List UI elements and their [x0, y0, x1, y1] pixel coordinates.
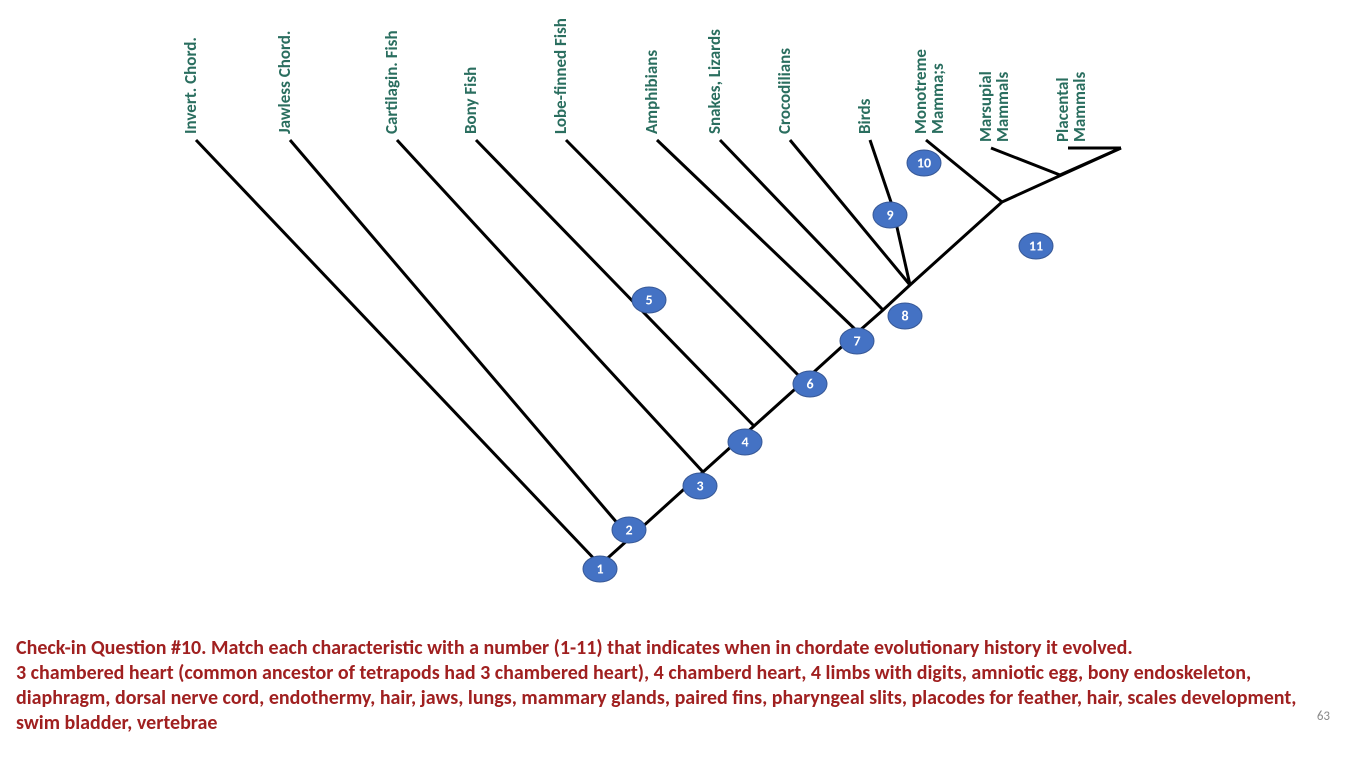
node-label-10: 10: [917, 154, 931, 171]
svg-text:Snakes, Lizards: Snakes, Lizards: [704, 29, 725, 134]
svg-text:Crocodilians: Crocodilians: [774, 48, 795, 134]
node-label-4: 4: [741, 433, 748, 450]
tip-label-6: Snakes, Lizards: [704, 29, 725, 134]
tip-label-1: Jawless Chord.: [274, 31, 295, 134]
tip-label-4: Lobe-finned Fish: [550, 18, 571, 134]
sub-branch: [1060, 148, 1121, 175]
node-label-6: 6: [806, 375, 813, 392]
node-label-8: 8: [901, 307, 908, 324]
node-label-7: 7: [853, 332, 860, 349]
branch: [657, 140, 858, 332]
tip-label-7: Crocodilians: [774, 48, 795, 134]
svg-text:Mammals: Mammals: [1069, 72, 1090, 142]
question-line-2: 3 chambered heart (common ancestor of te…: [16, 661, 1296, 735]
branch: [870, 140, 892, 205]
branch: [476, 140, 754, 426]
node-label-2: 2: [625, 521, 632, 538]
branch: [991, 148, 1060, 175]
svg-text:Cartilagin. Fish: Cartilagin. Fish: [381, 30, 402, 134]
svg-text:Bony Fish: Bony Fish: [460, 67, 481, 134]
svg-text:Mamma;s: Mamma;s: [927, 63, 948, 134]
node-label-3: 3: [696, 477, 703, 494]
node-label-11: 11: [1029, 237, 1043, 254]
tip-label-3: Bony Fish: [460, 67, 481, 134]
svg-text:Lobe-finned Fish: Lobe-finned Fish: [550, 18, 571, 134]
tip-label-11: PlacentalMammals: [1052, 72, 1090, 142]
tip-label-8: Birds: [854, 98, 875, 134]
question-line-1: Check-in Question #10. Match each charac…: [16, 636, 1133, 660]
cladogram: Invert. Chord. Jawless Chord. Cartilagin. …: [0, 0, 1350, 610]
svg-text:Jawless Chord.: Jawless Chord.: [274, 31, 295, 134]
svg-text:Mammals: Mammals: [992, 72, 1013, 142]
node-label-5: 5: [645, 291, 652, 308]
tip-label-0: Invert. Chord.: [180, 37, 201, 134]
svg-text:Amphibians: Amphibians: [641, 50, 662, 134]
question-text: Check-in Question #10. Match each charac…: [16, 636, 1330, 736]
node-label-1: 1: [596, 560, 603, 577]
spine: [600, 148, 1121, 565]
page-number: 63: [1317, 709, 1330, 724]
tip-label-5: Amphibians: [641, 50, 662, 134]
tip-label-2: Cartilagin. Fish: [381, 30, 402, 134]
svg-text:Invert. Chord.: Invert. Chord.: [180, 37, 201, 134]
svg-text:Birds: Birds: [854, 98, 875, 134]
branch: [566, 140, 804, 381]
node-label-9: 9: [886, 206, 893, 223]
tip-label-9: MonotremeMamma;s: [910, 49, 948, 134]
tip-label-10: MarsupialMammals: [975, 71, 1013, 142]
